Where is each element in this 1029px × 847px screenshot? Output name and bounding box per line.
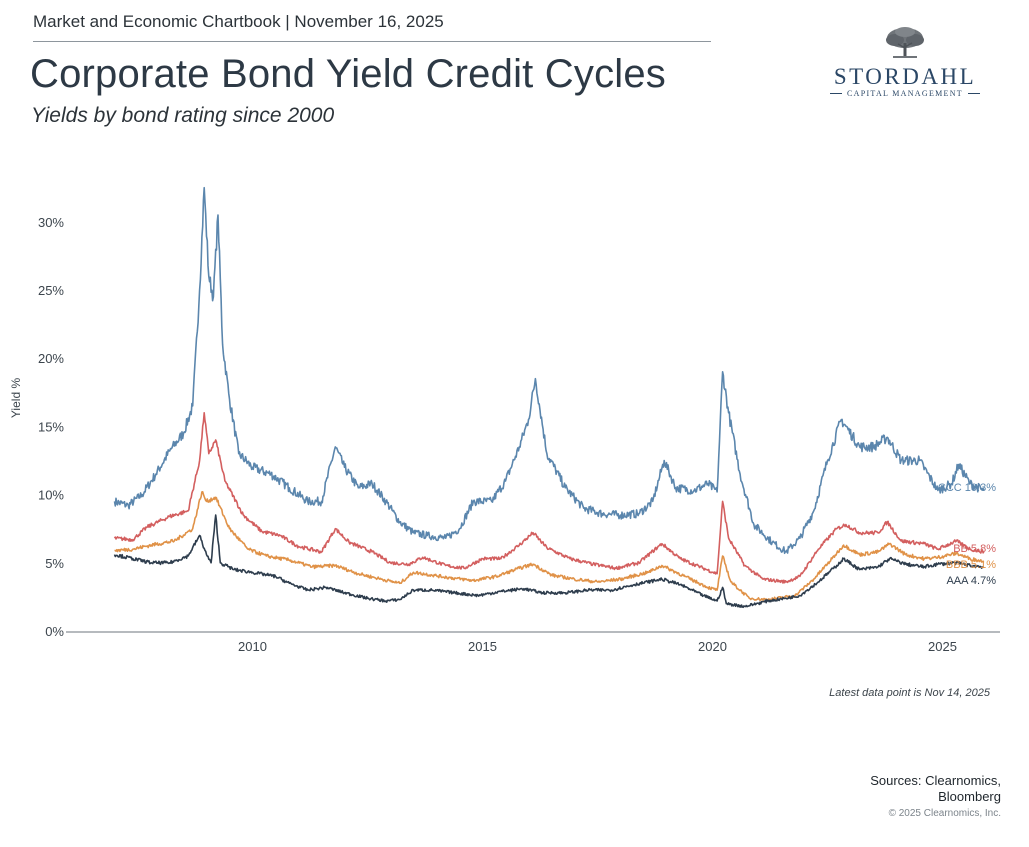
x-tick-label: 2020 [698, 639, 727, 654]
sources-line-2: Bloomberg [938, 789, 1001, 804]
logo-name: STORDAHL [833, 64, 977, 89]
y-tick-label: 25% [38, 283, 64, 298]
page-title: Corporate Bond Yield Credit Cycles [30, 52, 666, 96]
end-label-bbb: BBB 5.1% [946, 559, 996, 571]
latest-data-note: Latest data point is Nov 14, 2025 [829, 687, 990, 699]
y-tick-label: 15% [38, 419, 64, 434]
end-label-ccc: CCC 10.3% [938, 482, 996, 494]
series-lines [113, 186, 985, 609]
copyright: © 2025 Clearnomics, Inc. [888, 808, 1001, 819]
logo-tagline-row: CAPITAL MANAGEMENT [826, 89, 984, 98]
end-label-bb: BB 5.8% [953, 543, 996, 555]
logo-dash-left [829, 93, 842, 94]
logo-tagline: CAPITAL MANAGEMENT [846, 89, 963, 98]
y-tick-label: 0% [45, 624, 64, 639]
y-tick-labels: 0% 5% 10% 15% 20% 25% 30% [38, 215, 64, 639]
y-tick-label: 5% [45, 556, 64, 571]
y-tick-label: 20% [38, 351, 64, 366]
page-subtitle: Yields by bond rating since 2000 [31, 104, 335, 127]
series-line-bbb [114, 491, 985, 602]
y-axis-label: Yield % [9, 378, 23, 419]
y-tick-label: 30% [38, 215, 64, 230]
x-tick-labels: 2010 2015 2020 2025 [238, 639, 957, 654]
series-line-aaa [113, 514, 985, 609]
chartbook-header: Market and Economic Chartbook | November… [33, 12, 444, 31]
end-label-aaa: AAA 4.7% [946, 575, 996, 587]
header-divider [33, 41, 711, 42]
sources-block: Sources: Clearnomics, Bloomberg [840, 773, 1001, 805]
series-line-bb [113, 412, 985, 584]
x-tick-label: 2010 [238, 639, 267, 654]
tree-icon [886, 27, 924, 58]
logo-dash-right [968, 93, 980, 94]
series-end-labels: CCC 10.3% BB 5.8% BBB 5.1% AAA 4.7% [938, 482, 996, 587]
y-tick-label: 10% [38, 488, 64, 503]
x-tick-label: 2015 [468, 639, 497, 654]
x-tick-label: 2025 [928, 639, 957, 654]
company-logo: STORDAHL CAPITAL MANAGEMENT [826, 26, 986, 106]
series-line-ccc [113, 186, 985, 555]
sources-line-1: Sources: Clearnomics, [870, 773, 1001, 788]
